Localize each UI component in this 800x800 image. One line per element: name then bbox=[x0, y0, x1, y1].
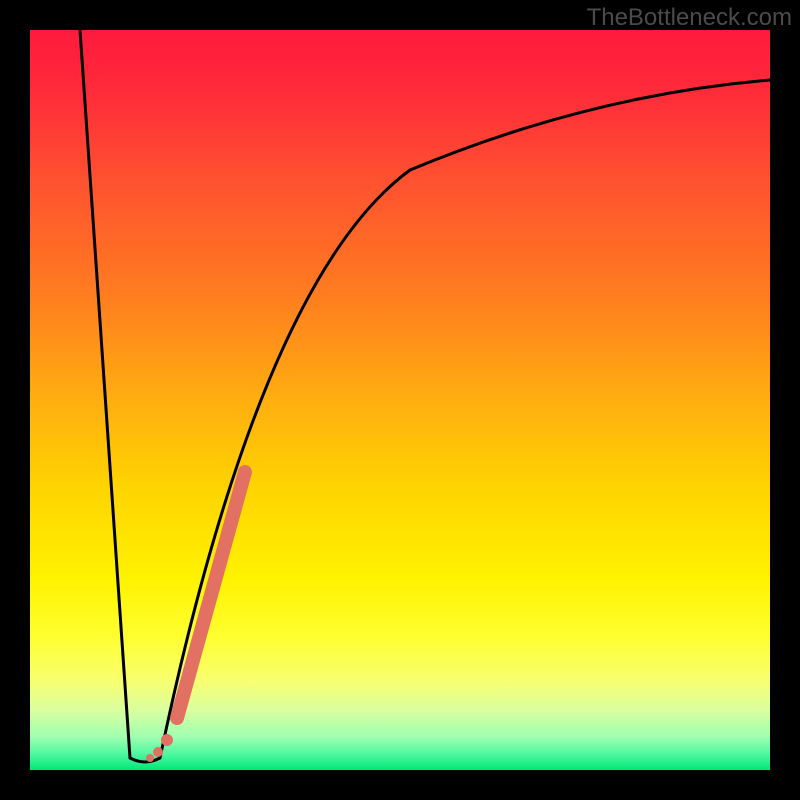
curve-svg bbox=[30, 30, 770, 770]
highlight-dot bbox=[146, 754, 154, 762]
watermark-text: TheBottleneck.com bbox=[587, 4, 792, 32]
highlight-segment bbox=[177, 472, 245, 718]
highlight-dot bbox=[161, 734, 173, 746]
bottleneck-curve bbox=[80, 30, 770, 762]
highlight-dot bbox=[153, 747, 163, 757]
plot-area bbox=[30, 30, 770, 770]
